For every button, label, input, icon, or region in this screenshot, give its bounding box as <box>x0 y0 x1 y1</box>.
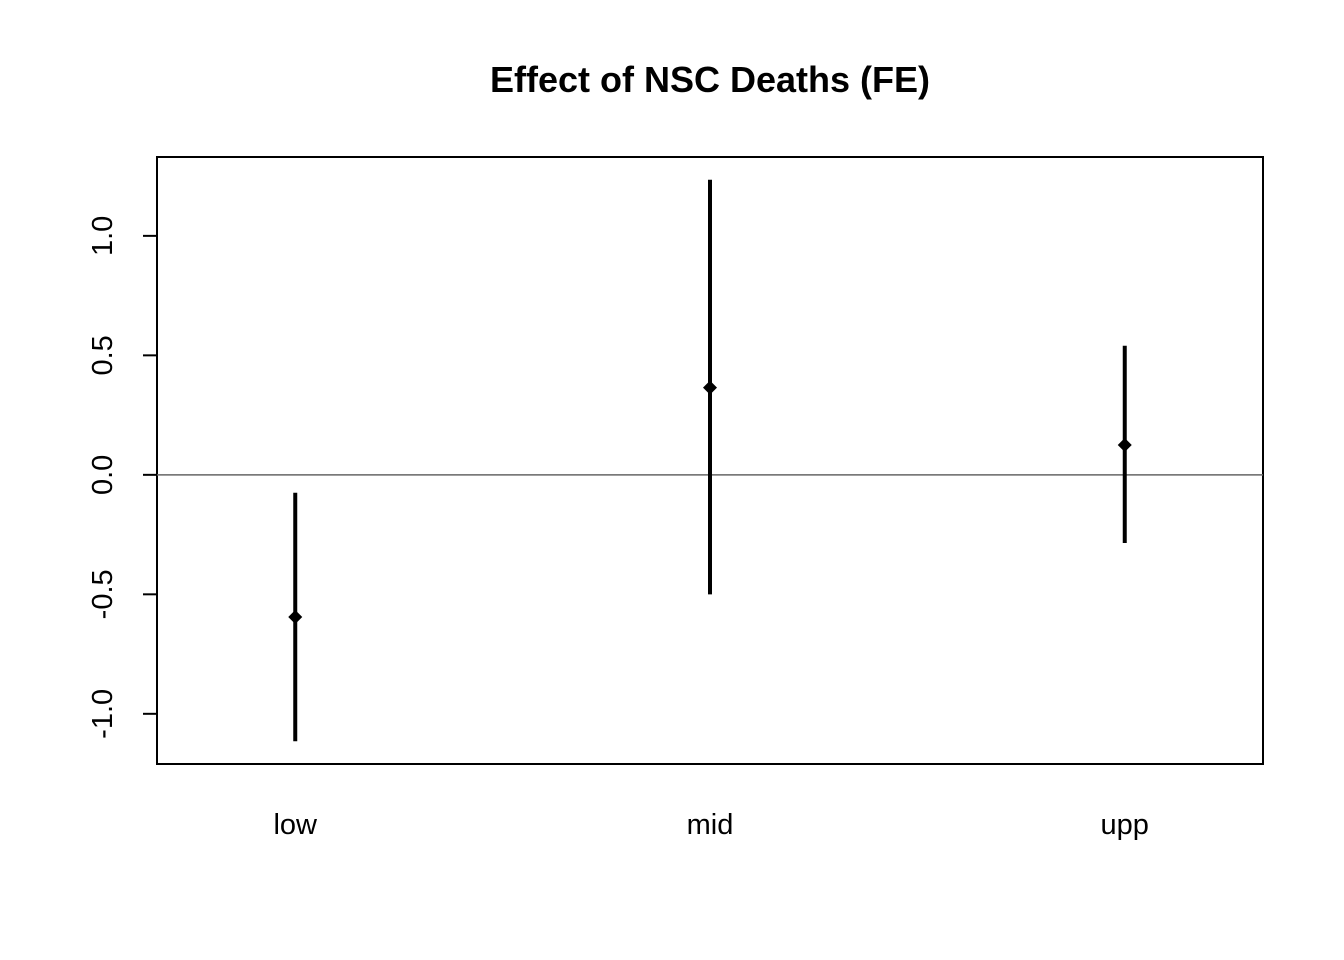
point-estimate-upp <box>1117 437 1132 452</box>
y-tick-label: 1.0 <box>87 216 119 256</box>
point-estimate-low <box>288 610 303 625</box>
x-axis-labels: low mid upp <box>273 809 1148 841</box>
marks <box>288 179 1132 742</box>
y-axis: -1.0 -0.5 0.0 0.5 1.0 <box>87 216 158 739</box>
x-category-label: mid <box>687 809 734 841</box>
point-estimate-mid <box>703 380 717 395</box>
y-tick-label: 0.5 <box>87 335 119 375</box>
chart-title: Effect of NSC Deaths (FE) <box>490 59 930 100</box>
y-tick-label: 0.0 <box>87 455 119 495</box>
y-tick-label: -1.0 <box>87 689 119 739</box>
x-category-label: low <box>273 809 318 841</box>
x-category-label: upp <box>1101 809 1149 841</box>
y-tick-label: -0.5 <box>87 569 119 619</box>
